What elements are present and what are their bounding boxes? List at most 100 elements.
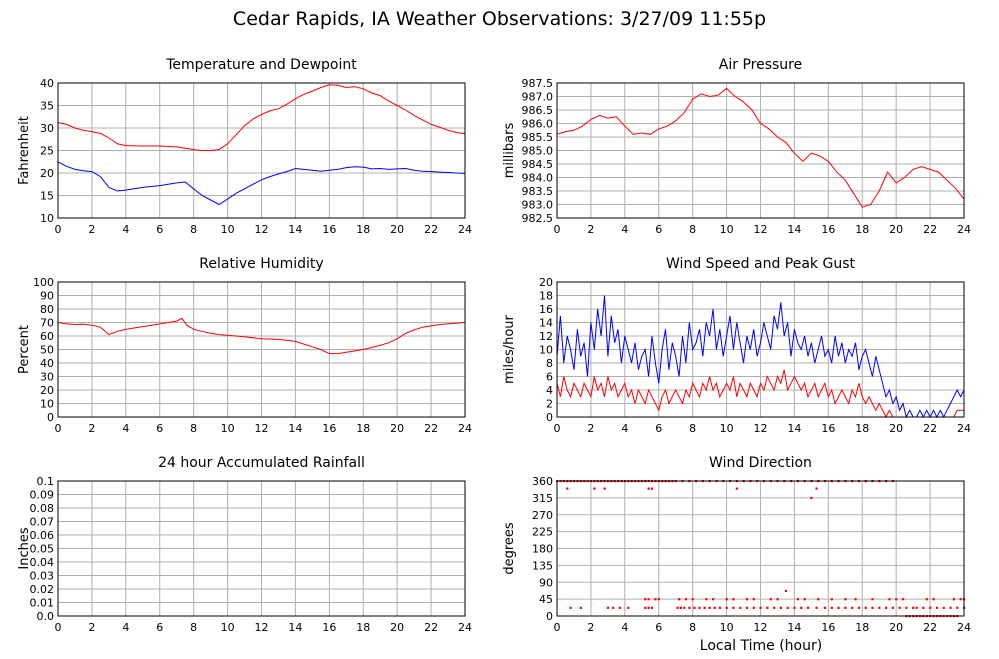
chart-rain-xtick-label: 22 — [424, 621, 438, 634]
chart-temp-xtick-label: 22 — [424, 223, 438, 236]
chart-humidity-ytick-label: 100 — [33, 276, 54, 289]
chart-direction-xtick-label: 20 — [889, 621, 903, 634]
chart-wind-series-0-line — [556, 295, 965, 419]
chart-direction-xtick-label: 22 — [923, 621, 937, 634]
chart-humidity-frame — [57, 281, 466, 418]
chart-pressure-xtick-label: 8 — [689, 223, 696, 236]
chart-rain-ytick-label: 0.03 — [30, 570, 55, 583]
chart-wind-frame — [556, 281, 965, 418]
chart-wind-ytick-label: 0 — [546, 411, 553, 424]
chart-rain-xtick-label: 6 — [156, 621, 163, 634]
chart-direction-point — [952, 598, 956, 601]
chart-direction-point — [683, 606, 686, 609]
chart-direction-point — [806, 606, 810, 609]
chart-direction-point — [732, 606, 735, 609]
chart-wind-ytick-label: 4 — [546, 384, 553, 397]
chart-rain-ytick-label: 0.09 — [30, 489, 55, 502]
chart-rain-ytick-label: 0.04 — [30, 556, 55, 569]
chart-direction-point — [773, 606, 776, 609]
chart-humidity-ytick-label: 50 — [40, 344, 54, 357]
chart-temp-xtick-label: 8 — [190, 223, 197, 236]
chart-rain-xtick-label: 12 — [255, 621, 269, 634]
chart-wind-title: Wind Speed and Peak Gust — [666, 256, 855, 272]
chart-humidity-xtick-label: 0 — [55, 422, 62, 435]
chart-direction-xtick-label: 2 — [587, 621, 594, 634]
chart-wind-ytick-label: 10 — [539, 344, 553, 357]
chart-wind-ytick-label: 12 — [539, 330, 553, 343]
chart-direction-ytick-label: 45 — [539, 593, 553, 606]
chart-temp-xtick-label: 10 — [221, 223, 235, 236]
chart-direction-point — [654, 598, 657, 601]
chart-direction-xtick-label: 8 — [689, 621, 696, 634]
chart-temp-xtick-label: 18 — [356, 223, 370, 236]
chart-pressure-ytick-label: 986.5 — [522, 104, 554, 117]
chart-pressure-series-0-line — [556, 87, 965, 208]
chart-wind-xtick-label: 20 — [889, 422, 903, 435]
chart-direction-point — [830, 598, 833, 601]
chart-temp-xtick-label: 2 — [88, 223, 95, 236]
chart-direction-point — [678, 598, 681, 601]
chart-direction-xtick-label: 6 — [655, 621, 662, 634]
chart-wind-xtick-label: 22 — [923, 422, 937, 435]
chart-pressure-ytick-label: 985.5 — [522, 131, 554, 144]
chart-direction-point — [956, 606, 959, 609]
chart-direction-point — [898, 606, 901, 609]
chart-direction-point — [647, 606, 650, 609]
chart-rain-xtick-label: 4 — [122, 621, 129, 634]
chart-wind-xtick-label: 18 — [855, 422, 869, 435]
chart-direction-ytick-label: 360 — [532, 475, 553, 488]
x-axis-label: Local Time (hour) — [700, 638, 822, 654]
chart-rain-ytick-label: 0.08 — [30, 502, 55, 515]
chart-direction-point — [779, 606, 783, 609]
chart-direction-point — [796, 598, 800, 601]
chart-direction-point — [800, 606, 803, 609]
chart-rain-xtick-label: 8 — [190, 621, 197, 634]
chart-rain-title: 24 hour Accumulated Rainfall — [158, 455, 365, 471]
chart-direction-point — [569, 606, 572, 609]
chart-direction-point — [752, 606, 755, 609]
chart-direction-point — [703, 606, 706, 609]
chart-direction-point — [830, 606, 833, 609]
chart-wind-y-axis-label: miles/hour — [502, 314, 517, 383]
chart-direction-xtick-label: 10 — [720, 621, 734, 634]
chart-direction-xtick-label: 24 — [957, 621, 971, 634]
chart-rain-frame — [57, 480, 466, 617]
chart-direction-point — [884, 606, 888, 609]
chart-direction-point — [705, 598, 708, 601]
chart-direction-point — [745, 606, 749, 609]
chart-wind-xtick-label: 0 — [554, 422, 561, 435]
chart-direction-point — [817, 598, 820, 601]
chart-direction-point — [815, 606, 818, 609]
chart-temp-xtick-label: 16 — [322, 223, 336, 236]
chart-direction-point — [566, 487, 569, 490]
chart-temp-ytick-label: 10 — [40, 212, 54, 225]
chart-direction-point — [871, 598, 874, 601]
chart-humidity-xtick-label: 4 — [122, 422, 129, 435]
chart-direction-ytick-label: 180 — [532, 543, 553, 556]
chart-humidity-xtick-label: 2 — [88, 422, 95, 435]
chart-rain-xtick-label: 2 — [88, 621, 95, 634]
chart-wind-xtick-label: 24 — [957, 422, 971, 435]
chart-direction-point — [878, 606, 881, 609]
chart-direction-title: Wind Direction — [709, 455, 812, 471]
chart-temp-xtick-label: 20 — [390, 223, 404, 236]
chart-direction-point — [759, 606, 762, 609]
chart-direction-point — [718, 606, 721, 609]
chart-direction-point — [644, 606, 647, 609]
chart-direction-point — [922, 606, 925, 609]
chart-direction-point — [915, 606, 918, 609]
chart-direction-point — [776, 598, 779, 601]
chart-direction-point — [895, 598, 898, 601]
chart-humidity-xtick-label: 16 — [322, 422, 336, 435]
chart-direction-point — [647, 487, 650, 490]
chart-direction-point — [851, 606, 854, 609]
chart-temp-ytick-label: 40 — [40, 77, 54, 90]
chart-temp-ytick-label: 20 — [40, 167, 54, 180]
chart-direction-point — [732, 598, 735, 601]
chart-rain-ytick-label: 0.1 — [37, 475, 55, 488]
chart-temp-frame — [57, 82, 466, 219]
chart-direction-point — [713, 606, 716, 609]
chart-direction-point — [691, 598, 694, 601]
